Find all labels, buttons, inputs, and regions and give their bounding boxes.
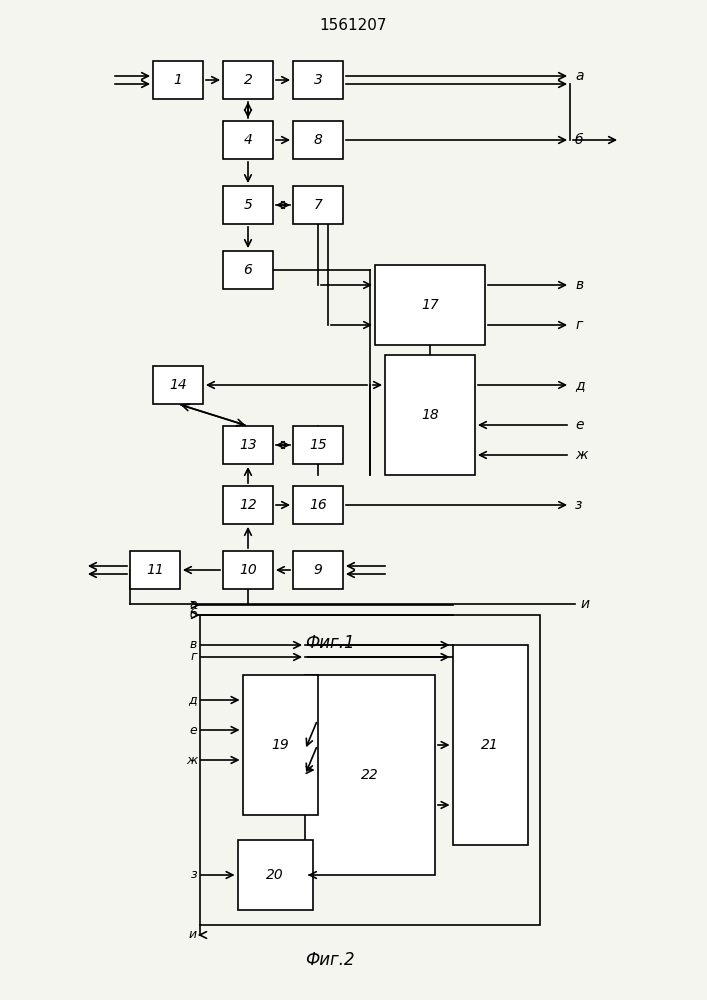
Text: е: е: [575, 418, 583, 432]
Bar: [223, 61, 273, 99]
Bar: [223, 426, 273, 464]
Text: 12: 12: [239, 498, 257, 512]
Bar: [200, 615, 540, 925]
Bar: [238, 840, 312, 910]
Text: з: з: [575, 498, 583, 512]
Text: 4: 4: [244, 133, 252, 147]
Text: б: б: [575, 133, 583, 147]
Bar: [293, 551, 343, 589]
Text: и: и: [580, 597, 589, 611]
Text: 17: 17: [421, 298, 439, 312]
Bar: [293, 486, 343, 524]
Text: 14: 14: [169, 378, 187, 392]
Text: в: в: [575, 278, 583, 292]
Text: е: е: [189, 724, 197, 736]
Text: 11: 11: [146, 563, 164, 577]
Text: Фиг.2: Фиг.2: [305, 951, 355, 969]
Bar: [243, 675, 317, 815]
Text: 20: 20: [266, 868, 284, 882]
Text: 21: 21: [481, 738, 499, 752]
Text: а: а: [575, 69, 583, 83]
Bar: [223, 186, 273, 224]
Bar: [293, 426, 343, 464]
Text: 9: 9: [314, 563, 322, 577]
Text: 13: 13: [239, 438, 257, 452]
Bar: [153, 366, 203, 404]
Text: ж: ж: [186, 754, 197, 766]
Bar: [293, 186, 343, 224]
Text: 7: 7: [314, 198, 322, 212]
Text: 22: 22: [361, 768, 379, 782]
Text: в: в: [189, 639, 197, 652]
Bar: [153, 61, 203, 99]
Text: г: г: [575, 318, 583, 332]
Text: а: а: [189, 598, 197, 611]
Bar: [305, 675, 435, 875]
Bar: [293, 121, 343, 159]
Text: 3: 3: [314, 73, 322, 87]
Text: 1561207: 1561207: [320, 17, 387, 32]
Text: 19: 19: [271, 738, 289, 752]
Text: д: д: [575, 378, 585, 392]
Bar: [293, 61, 343, 99]
Bar: [375, 265, 485, 345]
Bar: [223, 251, 273, 289]
Text: 5: 5: [244, 198, 252, 212]
Bar: [385, 355, 475, 475]
Text: и: и: [189, 928, 197, 942]
Bar: [452, 645, 527, 845]
Text: Фиг.1: Фиг.1: [305, 634, 355, 652]
Text: б: б: [189, 608, 197, 621]
Bar: [130, 551, 180, 589]
Text: ж: ж: [575, 448, 588, 462]
Text: 16: 16: [309, 498, 327, 512]
Bar: [223, 551, 273, 589]
Text: 1: 1: [173, 73, 182, 87]
Text: г: г: [190, 650, 197, 664]
Text: з: з: [190, 868, 197, 882]
Text: 15: 15: [309, 438, 327, 452]
Bar: [223, 486, 273, 524]
Bar: [223, 121, 273, 159]
Text: 8: 8: [314, 133, 322, 147]
Text: 2: 2: [244, 73, 252, 87]
Text: 6: 6: [244, 263, 252, 277]
Text: 10: 10: [239, 563, 257, 577]
Text: д: д: [188, 694, 197, 706]
Text: 18: 18: [421, 408, 439, 422]
